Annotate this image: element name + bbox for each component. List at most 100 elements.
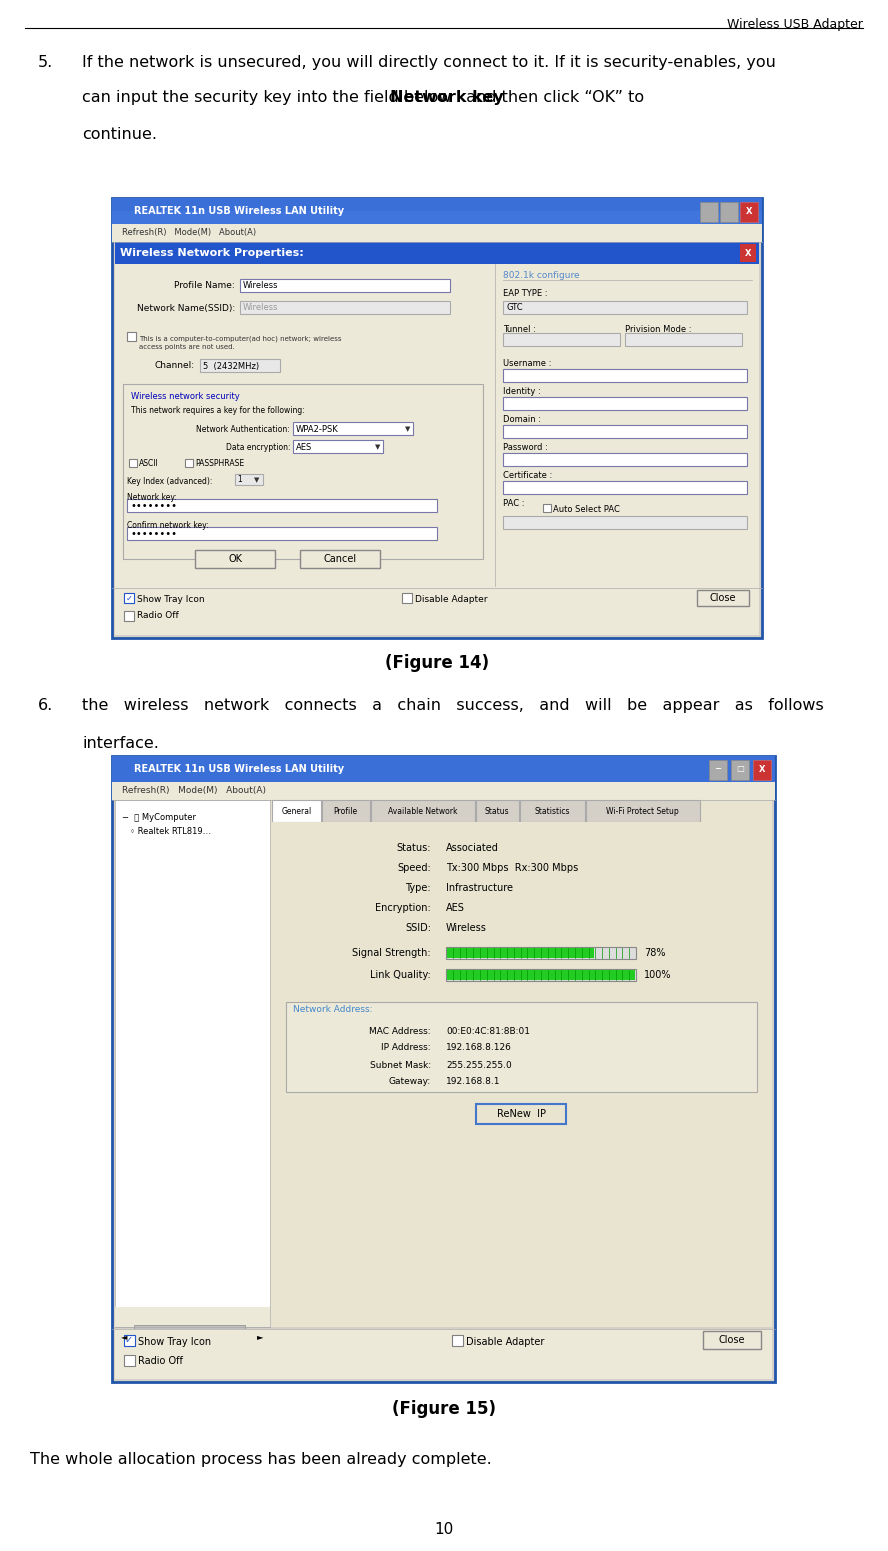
Text: Wireless Network Properties:: Wireless Network Properties: <box>120 248 304 257</box>
Bar <box>115 800 772 1328</box>
Bar <box>703 1331 761 1349</box>
Bar <box>293 422 413 434</box>
Bar <box>115 588 759 634</box>
Text: Status: Status <box>485 807 510 816</box>
Text: Show Tray Icon: Show Tray Icon <box>138 1337 211 1346</box>
Bar <box>503 453 747 465</box>
Text: Close: Close <box>710 592 736 603</box>
Bar <box>446 969 636 980</box>
Text: ◄: ◄ <box>121 1332 127 1342</box>
Text: Network Authentication:: Network Authentication: <box>196 425 290 433</box>
Text: Refresh(R)   Mode(M)   About(A): Refresh(R) Mode(M) About(A) <box>122 228 256 237</box>
Bar <box>503 369 747 382</box>
Text: 5  (2432MHz): 5 (2432MHz) <box>203 361 259 371</box>
Text: −  🖥 MyComputer: − 🖥 MyComputer <box>122 814 196 822</box>
Bar <box>475 800 519 822</box>
Text: The whole allocation process has been already complete.: The whole allocation process has been al… <box>30 1452 492 1467</box>
Text: X: X <box>746 206 752 216</box>
Text: Network key: Network key <box>390 90 503 105</box>
Text: MAC Address:: MAC Address: <box>369 1027 431 1036</box>
Bar <box>447 969 635 980</box>
Bar <box>115 242 759 634</box>
Bar <box>503 333 620 346</box>
Text: ••••••••: •••••••• <box>130 529 177 540</box>
Bar <box>112 755 775 1382</box>
Text: X: X <box>758 765 765 774</box>
Text: 100%: 100% <box>644 969 671 980</box>
Text: Wireless network security: Wireless network security <box>131 392 240 402</box>
Text: WPA2-PSK: WPA2-PSK <box>296 425 338 433</box>
Bar <box>112 211 762 223</box>
Text: Data encryption:: Data encryption: <box>226 442 290 451</box>
Text: Refresh(R)   Mode(M)   About(A): Refresh(R) Mode(M) About(A) <box>122 786 266 796</box>
Text: AES: AES <box>446 903 465 914</box>
Bar <box>402 592 412 603</box>
Bar <box>195 551 275 568</box>
Bar <box>740 244 756 262</box>
Bar <box>271 822 772 1328</box>
Bar <box>720 202 738 222</box>
Text: Statistics: Statistics <box>535 807 570 816</box>
Text: If the network is unsecured, you will directly connect to it. If it is security-: If the network is unsecured, you will di… <box>82 54 776 70</box>
Bar <box>240 301 450 313</box>
Text: −: − <box>715 765 721 774</box>
Text: ▼: ▼ <box>405 427 410 433</box>
Text: EAP TYPE :: EAP TYPE : <box>503 290 548 298</box>
Bar <box>625 333 742 346</box>
Text: Identity :: Identity : <box>503 388 541 397</box>
Text: ReNew  IP: ReNew IP <box>496 1109 545 1118</box>
Text: ✓: ✓ <box>125 1335 133 1345</box>
Text: Wireless USB Adapter: Wireless USB Adapter <box>727 19 863 31</box>
Text: PASSPHRASE: PASSPHRASE <box>195 459 244 468</box>
Bar <box>124 1356 135 1366</box>
Bar <box>286 1002 757 1092</box>
Text: Tunnel :: Tunnel : <box>503 324 535 333</box>
Text: REALTEK 11n USB Wireless LAN Utility: REALTEK 11n USB Wireless LAN Utility <box>134 206 345 216</box>
Bar <box>112 755 775 782</box>
Bar <box>519 800 584 822</box>
Text: This network requires a key for the following:: This network requires a key for the foll… <box>131 406 305 416</box>
Text: Gateway:: Gateway: <box>389 1078 431 1087</box>
Text: PAC :: PAC : <box>503 499 525 509</box>
Text: ASCII: ASCII <box>139 459 159 468</box>
Text: Wi-Fi Protect Setup: Wi-Fi Protect Setup <box>607 807 679 816</box>
Bar <box>321 800 370 822</box>
Bar <box>124 1335 135 1346</box>
Bar <box>134 1325 245 1335</box>
Text: Disable Adapter: Disable Adapter <box>415 594 488 603</box>
Bar <box>503 481 747 495</box>
Bar <box>112 199 762 637</box>
Text: Channel:: Channel: <box>155 361 195 371</box>
Text: □: □ <box>736 765 744 774</box>
Text: Radio Off: Radio Off <box>137 611 178 620</box>
Text: access points are not used.: access points are not used. <box>139 344 234 351</box>
Bar <box>503 301 747 313</box>
Text: X: X <box>745 248 751 257</box>
Text: 192.168.8.1: 192.168.8.1 <box>446 1078 501 1087</box>
Bar <box>200 358 280 372</box>
Text: IP Address:: IP Address: <box>381 1044 431 1053</box>
Text: Link Quality:: Link Quality: <box>370 969 431 980</box>
Text: Profile: Profile <box>334 807 358 816</box>
Text: Key Index (advanced):: Key Index (advanced): <box>127 476 212 485</box>
Text: This is a computer-to-computer(ad hoc) network; wireless: This is a computer-to-computer(ad hoc) n… <box>139 335 342 341</box>
Text: ▼: ▼ <box>254 478 259 482</box>
Text: Wireless: Wireless <box>446 923 487 934</box>
Text: (Figure 14): (Figure 14) <box>385 655 489 672</box>
Text: can input the security key into the field below: can input the security key into the fiel… <box>82 90 456 105</box>
Text: Associated: Associated <box>446 844 499 853</box>
Bar <box>123 385 483 558</box>
Text: 255.255.255.0: 255.255.255.0 <box>446 1061 511 1070</box>
Bar <box>447 948 594 959</box>
Bar <box>112 223 762 242</box>
Bar <box>115 1307 270 1328</box>
Bar <box>115 800 270 1328</box>
Text: Auto Select PAC: Auto Select PAC <box>553 504 620 513</box>
Text: Type:: Type: <box>406 883 431 893</box>
Text: Network key:: Network key: <box>127 493 177 501</box>
Bar <box>709 760 727 780</box>
Bar <box>700 202 718 222</box>
Bar <box>127 332 136 341</box>
Text: Tx:300 Mbps  Rx:300 Mbps: Tx:300 Mbps Rx:300 Mbps <box>446 862 578 873</box>
Text: 192.168.8.126: 192.168.8.126 <box>446 1044 511 1053</box>
